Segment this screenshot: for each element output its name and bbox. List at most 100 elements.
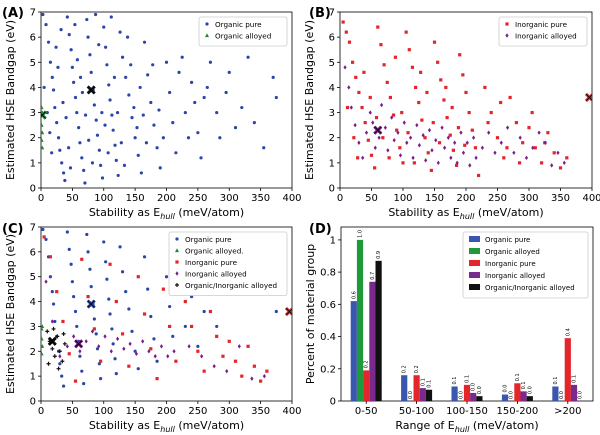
data-point [149,314,153,319]
data-point [159,344,164,349]
data-point [56,65,60,69]
data-point [152,337,156,341]
data-point [46,361,51,366]
bar [520,391,527,401]
data-point [341,20,345,24]
data-point [78,141,82,145]
data-point [128,341,132,347]
legend-label: Inorganic alloyed [485,272,545,280]
data-point [65,230,69,234]
data-point [97,43,101,47]
data-point [429,168,433,172]
data-point [459,130,463,135]
data-point [62,341,67,346]
data-point [69,48,73,52]
bar-value-label: 0.1 [420,378,426,386]
x-axis-label-main: Stability as E [388,206,459,219]
data-point [360,105,364,110]
x-axis-label-main: Stability as E [89,206,160,219]
data-point [41,138,44,142]
data-point [72,334,76,339]
data-point [417,143,421,148]
data-point [105,277,109,281]
y-tick-label: 7 [329,8,335,19]
data-point [363,121,367,125]
data-point [55,121,59,125]
data-point [533,146,537,150]
data-point [171,121,175,125]
bar [501,394,509,401]
data-point [233,359,238,363]
data-point [474,155,478,161]
legend-marker [505,22,509,26]
data-point [262,146,266,150]
legend-label: Organic pure [215,20,262,29]
data-point [157,108,161,112]
data-point [166,354,170,359]
bar-value-label: 0.1 [515,373,521,381]
data-point [168,304,172,309]
legend-label: Organic alloyed [215,32,271,41]
data-point [135,126,139,130]
data-point [262,373,266,379]
data-point [41,336,44,341]
data-point [505,146,509,150]
data-point [55,290,59,294]
data-point [495,136,500,140]
data-point [357,90,361,95]
data-point [142,255,147,259]
data-point [456,126,461,130]
data-point [387,156,391,160]
data-point [199,156,203,160]
data-point [105,63,109,67]
legend-swatch [469,248,480,254]
data-point [398,153,403,158]
x-tick-label: 0 [337,193,343,204]
data-point [415,122,419,128]
data-point [483,85,487,90]
data-point [183,110,187,115]
x-tick-label: 50-100 [399,406,434,417]
data-point [86,295,90,299]
data-point [44,237,48,242]
data-point [202,309,206,314]
data-point [368,95,372,100]
data-point [395,128,399,132]
data-point [133,349,137,353]
panel-d: 0 0.2 0.4 0.6 0.8 1 Percent of material group R… [304,222,594,434]
data-point [65,15,69,19]
data-point [442,145,447,150]
x-axis-label-main: Range of E [395,419,454,432]
legend-swatch [469,260,480,266]
data-point [518,135,522,140]
data-point [134,351,138,356]
data-point [252,364,256,368]
data-point [461,73,465,77]
panel-label: (A) [2,6,24,21]
data-point [517,161,522,165]
x-tick-label: 0-50 [355,406,378,417]
data-point [183,299,187,304]
legend-label: Organic alloyed. [185,247,244,256]
data-point [84,339,88,344]
data-point [412,161,416,165]
data-point [144,141,149,145]
legend: Organic pure Organic alloyed [198,16,288,47]
data-point [552,151,556,155]
y-tick-label: 6 [329,33,335,44]
x-tick-label: 100 [94,406,113,417]
data-point [172,349,176,354]
data-point [505,125,510,130]
bar [413,375,420,401]
data-point [385,80,389,84]
data-point [90,329,95,334]
data-point [60,374,64,378]
data-point [347,85,351,90]
data-point [80,90,85,95]
data-point [202,95,206,100]
data-point [215,110,219,115]
data-point [225,368,229,374]
data-point [61,319,65,324]
data-point [50,151,54,155]
data-point [58,362,62,366]
